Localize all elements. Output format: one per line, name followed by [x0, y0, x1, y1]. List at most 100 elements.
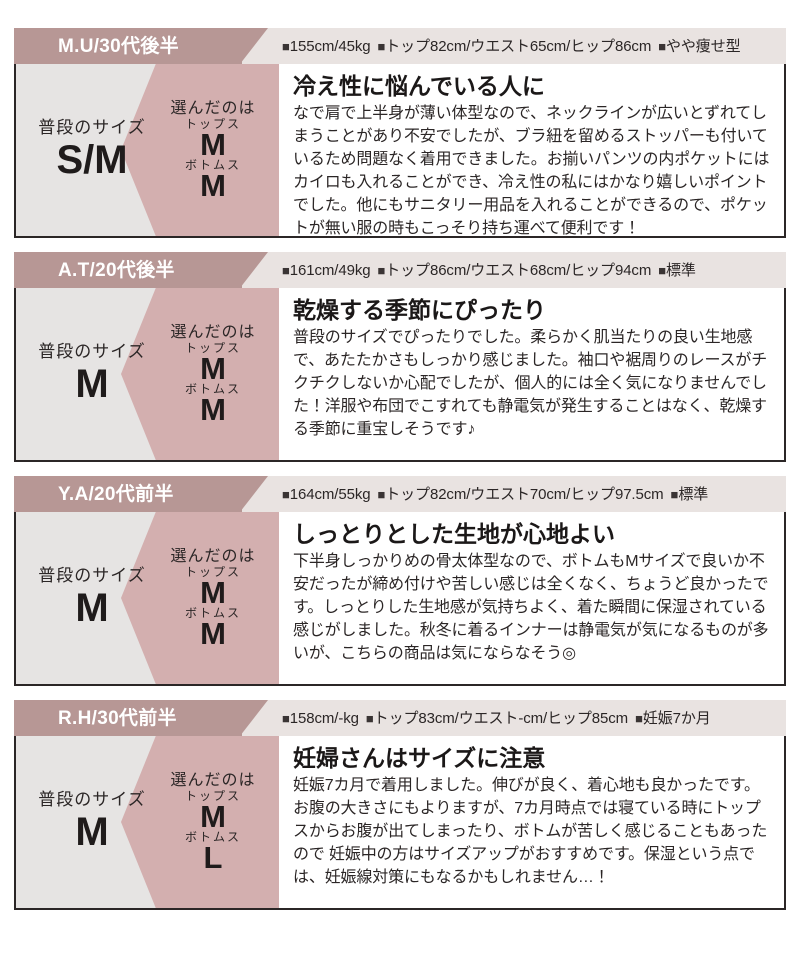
tops-label: トップス	[184, 789, 241, 804]
usual-size-label: 普段のサイズ	[38, 341, 146, 361]
bullet-icon: ■	[377, 262, 386, 278]
review-body: 普段のサイズ M 選んだのは トップス M ボトムス M しっとりとした生地が心…	[14, 512, 786, 686]
tops-label: トップス	[184, 117, 241, 132]
reviewer-tag: Y.A/20代前半	[14, 476, 242, 512]
reviewer-specs: ■164cm/55kg ■トップ82cm/ウエスト70cm/ヒップ97.5cm ■標…	[242, 487, 786, 502]
tops-label: トップス	[184, 341, 241, 356]
bullet-icon: ■	[282, 38, 290, 54]
tops-size-value: M	[200, 798, 226, 834]
usual-size-value: S/M	[56, 138, 128, 183]
review-header: R.H/30代前半 ■158cm/-kg ■トップ83cm/ウエスト-cm/ヒップ…	[14, 700, 786, 736]
review-card: A.T/20代後半 ■161cm/49kg ■トップ86cm/ウエスト68cm/ヒ…	[14, 252, 786, 462]
spec-height-weight: 164cm/55kg	[289, 485, 371, 503]
spec-measurements: トップ82cm/ウエスト65cm/ヒップ86cm	[385, 37, 652, 55]
review-card: Y.A/20代前半 ■164cm/55kg ■トップ82cm/ウエスト70cm/ヒ…	[14, 476, 786, 686]
chosen-size-block: 選んだのは トップス M ボトムス M	[121, 288, 279, 460]
bottoms-size-value: M	[200, 391, 226, 427]
chosen-size-block: 選んだのは トップス M ボトムス L	[121, 736, 279, 908]
bottoms-size-value: M	[200, 167, 226, 203]
reviewer-specs: ■158cm/-kg ■トップ83cm/ウエスト-cm/ヒップ85cm ■妊娠7か月	[242, 711, 786, 726]
bullet-icon: ■	[635, 710, 643, 726]
spec-measurements: トップ83cm/ウエスト-cm/ヒップ85cm	[373, 709, 629, 727]
review-text-panel: 乾燥する季節にぴったり 普段のサイズでぴったりでした。柔らかく肌当たりの良い生地…	[279, 288, 784, 460]
review-text-panel: 妊婦さんはサイズに注意 妊娠7カ月で着用しました。伸びが良く、着心地も良かったで…	[279, 736, 784, 908]
spec-height-weight: 158cm/-kg	[289, 709, 359, 727]
usual-size-label: 普段のサイズ	[38, 789, 146, 809]
reviewer-tag: R.H/30代前半	[14, 700, 242, 736]
spec-body-type: 標準	[666, 261, 696, 279]
spec-body-type: 妊娠7か月	[642, 709, 711, 727]
usual-size-label: 普段のサイズ	[38, 117, 146, 137]
spec-body-type: 標準	[678, 485, 709, 503]
bottoms-label: ボトムス	[184, 382, 241, 397]
review-body-text: 下半身しっかりめの骨太体型なので、ボトムもMサイズで良いか不安だったが締め付けや…	[293, 553, 769, 662]
review-body-text: 妊娠7カ月で着用しました。伸びが良く、着心地も良かったです。お腹の大きさにもより…	[293, 777, 768, 886]
spec-height-weight: 155cm/45kg	[289, 37, 371, 55]
review-header: A.T/20代後半 ■161cm/49kg ■トップ86cm/ウエスト68cm/ヒ…	[14, 252, 786, 288]
bullet-icon: ■	[658, 38, 666, 54]
reviewer-tag: M.U/30代後半	[14, 28, 242, 64]
reviewer-name: R.H/30代前半	[58, 707, 177, 729]
bullet-icon: ■	[658, 262, 666, 278]
review-title: 冷え性に悩んでいる人に	[293, 73, 545, 99]
reviewer-tag: A.T/20代後半	[14, 252, 242, 288]
review-header: M.U/30代後半 ■155cm/45kg ■トップ82cm/ウエスト65cm/ヒ…	[14, 28, 786, 64]
bottoms-label: ボトムス	[184, 830, 241, 845]
review-body: 普段のサイズ S/M 選んだのは トップス M ボトムス M 冷え性に悩んでいる…	[14, 64, 786, 238]
usual-size-value: M	[75, 810, 109, 855]
review-body: 普段のサイズ M 選んだのは トップス M ボトムス M 乾燥する季節にぴったり…	[14, 288, 786, 462]
reviewer-name: M.U/30代後半	[58, 35, 179, 57]
bullet-icon: ■	[670, 486, 679, 502]
bottoms-label: ボトムス	[184, 606, 241, 621]
bottoms-size-value: L	[203, 839, 223, 875]
reviewer-specs: ■155cm/45kg ■トップ82cm/ウエスト65cm/ヒップ86cm ■やや痩…	[242, 39, 786, 54]
bullet-icon: ■	[282, 710, 290, 726]
review-text-panel: しっとりとした生地が心地よい 下半身しっかりめの骨太体型なので、ボトムもMサイズ…	[279, 512, 784, 684]
size-panel: 普段のサイズ S/M 選んだのは トップス M ボトムス M	[16, 64, 279, 236]
tops-size-value: M	[200, 126, 226, 162]
review-title: 妊婦さんはサイズに注意	[293, 745, 546, 771]
review-body: 普段のサイズ M 選んだのは トップス M ボトムス L 妊婦さんはサイズに注意…	[14, 736, 786, 910]
usual-size-block: 普段のサイズ S/M	[16, 64, 168, 236]
bullet-icon: ■	[377, 486, 386, 502]
review-title: 乾燥する季節にぴったり	[293, 297, 546, 323]
size-panel: 普段のサイズ M 選んだのは トップス M ボトムス M	[16, 288, 279, 460]
usual-size-label: 普段のサイズ	[38, 565, 146, 585]
spec-body-type: やや痩せ型	[666, 37, 741, 55]
usual-size-value: M	[75, 586, 109, 631]
tops-size-value: M	[200, 350, 226, 386]
chosen-label: 選んだのは	[170, 547, 256, 565]
review-card: R.H/30代前半 ■158cm/-kg ■トップ83cm/ウエスト-cm/ヒップ…	[14, 700, 786, 910]
chosen-size-block: 選んだのは トップス M ボトムス M	[121, 512, 279, 684]
tops-label: トップス	[184, 565, 241, 580]
reviewer-name: Y.A/20代前半	[58, 483, 174, 505]
size-panel: 普段のサイズ M 選んだのは トップス M ボトムス L	[16, 736, 279, 908]
chosen-label: 選んだのは	[170, 323, 256, 341]
review-header: Y.A/20代前半 ■164cm/55kg ■トップ82cm/ウエスト70cm/ヒ…	[14, 476, 786, 512]
chosen-label: 選んだのは	[170, 99, 256, 117]
bullet-icon: ■	[365, 710, 374, 726]
bottoms-size-value: M	[200, 615, 226, 651]
usual-size-value: M	[75, 362, 109, 407]
usual-size-block: 普段のサイズ M	[16, 512, 168, 684]
tops-size-value: M	[200, 574, 226, 610]
bottoms-label: ボトムス	[184, 158, 241, 173]
review-text-panel: 冷え性に悩んでいる人に なで肩で上半身が薄い体型なので、ネックラインが広いとずれ…	[279, 64, 784, 236]
size-panel: 普段のサイズ M 選んだのは トップス M ボトムス M	[16, 512, 279, 684]
review-body-text: 普段のサイズでぴったりでした。柔らかく肌当たりの良い生地感で、あたたかさもしっか…	[293, 329, 768, 438]
review-card: M.U/30代後半 ■155cm/45kg ■トップ82cm/ウエスト65cm/ヒ…	[14, 28, 786, 238]
bullet-icon: ■	[377, 38, 386, 54]
spec-height-weight: 161cm/49kg	[289, 261, 371, 279]
chosen-size-block: 選んだのは トップス M ボトムス M	[121, 64, 279, 236]
usual-size-block: 普段のサイズ M	[16, 288, 168, 460]
bullet-icon: ■	[282, 486, 290, 502]
review-title: しっとりとした生地が心地よい	[293, 521, 615, 547]
spec-measurements: トップ86cm/ウエスト68cm/ヒップ94cm	[385, 261, 652, 279]
chosen-label: 選んだのは	[170, 771, 256, 789]
reviewer-specs: ■161cm/49kg ■トップ86cm/ウエスト68cm/ヒップ94cm ■標準	[242, 263, 786, 278]
review-body-text: なで肩で上半身が薄い体型なので、ネックラインが広いとずれてしまうことがあり不安で…	[293, 105, 770, 237]
spec-measurements: トップ82cm/ウエスト70cm/ヒップ97.5cm	[385, 485, 664, 503]
usual-size-block: 普段のサイズ M	[16, 736, 168, 908]
bullet-icon: ■	[282, 262, 290, 278]
